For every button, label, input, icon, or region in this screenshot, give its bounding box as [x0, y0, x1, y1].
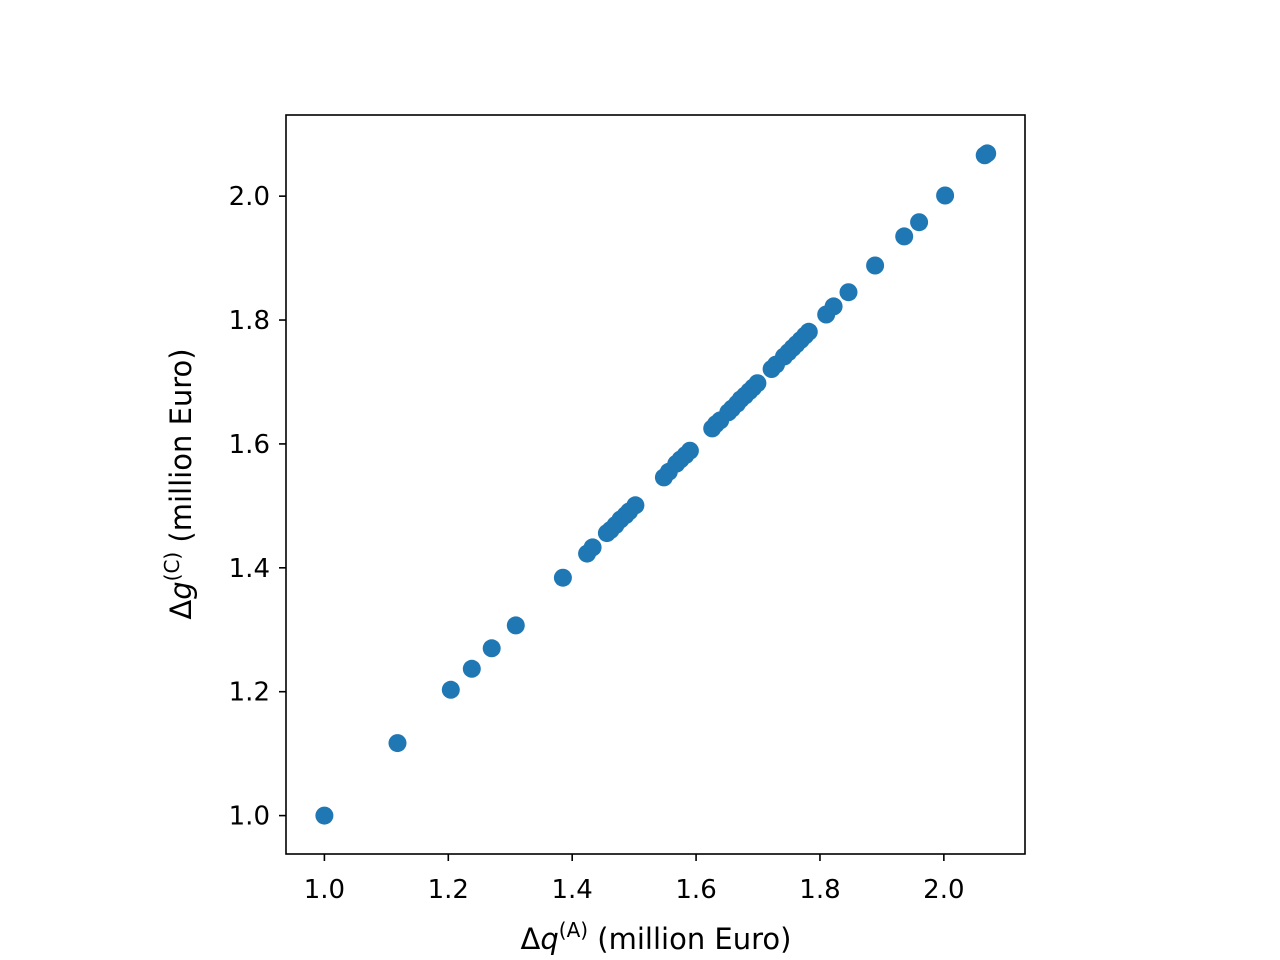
data-point-45 [866, 256, 885, 275]
data-point-43 [824, 297, 843, 316]
data-point-4 [482, 639, 501, 658]
data-point-48 [936, 186, 955, 205]
data-point-47 [910, 213, 929, 232]
data-point-41 [799, 322, 818, 341]
y-axis-label-sup: (C) [160, 552, 184, 582]
x-axis-label: Δq(A) (million Euro) [521, 918, 792, 956]
y-axis-label: Δg(C) (million Euro) [160, 348, 198, 619]
data-point-15 [626, 496, 645, 515]
y-axis-ticks: 1.0 1.2 1.4 1.6 1.8 2.0 [229, 182, 286, 832]
x-tick-label: 1.2 [428, 875, 469, 905]
y-axis-label-unit: (million Euro) [164, 348, 198, 551]
data-point-32 [748, 374, 767, 393]
x-axis-label-var: q [540, 922, 558, 956]
data-points [315, 144, 997, 825]
data-point-46 [895, 227, 914, 246]
data-point-1 [388, 734, 407, 753]
data-point-3 [462, 659, 481, 678]
y-tick-label: 1.4 [229, 554, 270, 584]
x-tick-label: 1.6 [675, 875, 716, 905]
y-tick-label: 1.0 [229, 802, 270, 832]
data-point-6 [553, 568, 572, 587]
x-tick-label: 1.0 [304, 875, 345, 905]
x-tick-label: 1.4 [552, 875, 593, 905]
x-tick-label: 1.8 [799, 875, 840, 905]
x-tick-label: 2.0 [923, 875, 964, 905]
x-axis-label-prefix: Δ [521, 922, 541, 956]
plot-frame [285, 114, 1026, 855]
data-point-0 [315, 806, 334, 825]
y-tick-label: 1.2 [229, 678, 270, 708]
data-point-50 [978, 144, 997, 163]
data-point-5 [506, 616, 525, 635]
data-point-21 [680, 441, 699, 460]
y-tick-label: 2.0 [229, 182, 270, 212]
y-tick-label: 1.6 [229, 430, 270, 460]
y-tick-label: 1.8 [229, 306, 270, 336]
y-axis-label-var: g [164, 581, 198, 599]
x-axis-label-sup: (A) [559, 918, 588, 942]
x-axis-ticks: 1.0 1.2 1.4 1.6 1.8 2.0 [304, 854, 965, 905]
data-point-8 [583, 538, 602, 557]
y-axis-label-prefix: Δ [164, 600, 198, 620]
data-point-44 [839, 283, 858, 302]
x-axis-label-unit: (million Euro) [588, 922, 791, 956]
data-point-2 [441, 680, 460, 699]
